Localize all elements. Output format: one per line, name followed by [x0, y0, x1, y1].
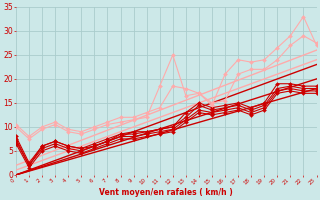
X-axis label: Vent moyen/en rafales ( km/h ): Vent moyen/en rafales ( km/h )	[100, 188, 233, 197]
